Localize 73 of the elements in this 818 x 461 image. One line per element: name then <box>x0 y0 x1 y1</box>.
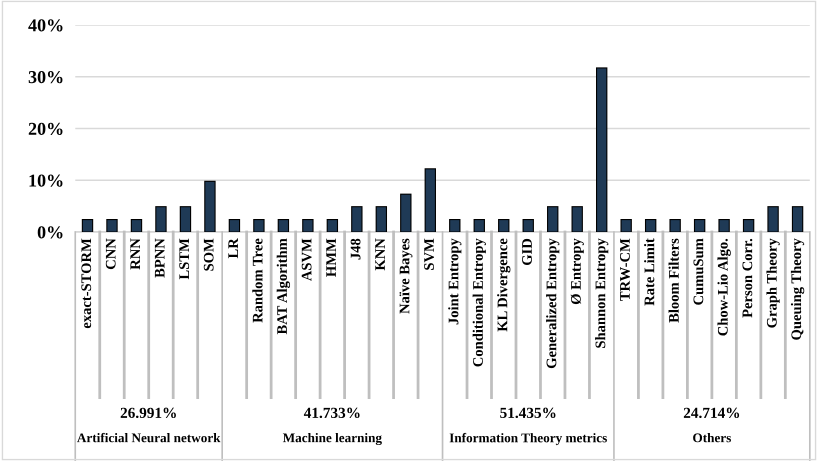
y-tick-label: 10% <box>29 174 62 187</box>
x-tick-label: Generalized Entropy <box>546 238 560 368</box>
text: Artificial Neural network <box>77 432 221 442</box>
bar <box>767 206 779 232</box>
bar <box>792 206 804 232</box>
x-tick-label: Conditional Entropy <box>472 238 486 366</box>
x-tick-label: Queuing Theory <box>790 238 804 340</box>
x-tick-label: Ø Entropy <box>570 238 584 304</box>
text: Others <box>693 433 731 442</box>
bar <box>522 219 534 232</box>
x-tick-label: Shannon Entropy <box>595 238 608 348</box>
x-tick-label: Joint Entropy <box>448 238 462 324</box>
x-tick-label: Random Tree <box>252 238 263 323</box>
bar <box>449 219 460 232</box>
x-tick-label: KL Divergence <box>497 238 510 332</box>
bar <box>155 206 167 232</box>
x-tick-label: RNN <box>130 238 140 270</box>
x-tick-label: Chow-Lio Algo. <box>717 238 731 336</box>
x-tick-label: LSTM <box>179 238 190 280</box>
x-tick-label: LR <box>228 238 238 258</box>
x-tick-label: CumuSum <box>693 238 704 305</box>
x-tick-label: Graph Theory <box>766 238 780 328</box>
bar <box>424 168 436 232</box>
bar <box>82 219 94 232</box>
bar <box>302 219 314 232</box>
x-tick-label: BAT Algorithm <box>276 238 290 334</box>
bar <box>742 219 754 232</box>
bar <box>228 219 240 232</box>
x-tick-label: Rate Limit <box>644 238 654 306</box>
x-tick-label: J48 <box>350 238 360 260</box>
bar <box>400 194 412 232</box>
x-tick-label: HMM <box>326 238 336 277</box>
y-tick-label: 20% <box>28 122 62 135</box>
bar <box>596 67 608 232</box>
x-tick-label: Person Corr. <box>742 238 752 318</box>
x-tick-label: Naïve Bayes <box>400 238 412 314</box>
text: Information Theory metrics <box>450 432 607 446</box>
bar <box>204 180 216 232</box>
bar <box>474 219 485 232</box>
bar <box>376 206 388 232</box>
bar <box>351 206 363 232</box>
bar <box>547 206 558 232</box>
x-tick-label: TRW-CM <box>620 238 630 301</box>
bar <box>180 206 192 232</box>
y-tick-label: 40% <box>28 19 62 32</box>
bar <box>326 219 338 232</box>
bar <box>644 219 656 232</box>
text: 24.714% <box>684 408 740 418</box>
bar <box>278 219 290 232</box>
x-tick-label: SOM <box>204 238 214 271</box>
x-tick-label: KNN <box>375 238 385 270</box>
x-tick-label: CNN <box>106 238 116 270</box>
text: 41.733% <box>304 408 360 418</box>
text: 26.991% <box>120 408 176 418</box>
x-tick-label: SVM <box>424 238 434 270</box>
bar <box>130 219 142 232</box>
x-tick-label: GID <box>522 238 532 266</box>
bar <box>620 219 632 232</box>
x-tick-label: BPNN <box>154 238 165 278</box>
bar <box>572 206 583 232</box>
bar <box>669 219 681 232</box>
bar <box>498 219 510 232</box>
bar <box>106 219 118 232</box>
y-tick-label: 0% <box>38 226 62 238</box>
text: 51.435% <box>500 408 556 418</box>
text: Machine learning <box>282 432 382 446</box>
x-tick-label: ASVM <box>302 238 312 282</box>
bar <box>253 219 265 232</box>
bar <box>694 219 706 232</box>
x-tick-label: Bloom Filters <box>668 238 679 323</box>
x-tick-label: exact-STORM <box>81 238 92 328</box>
y-tick-label: 30% <box>28 71 62 84</box>
bar <box>718 219 730 232</box>
